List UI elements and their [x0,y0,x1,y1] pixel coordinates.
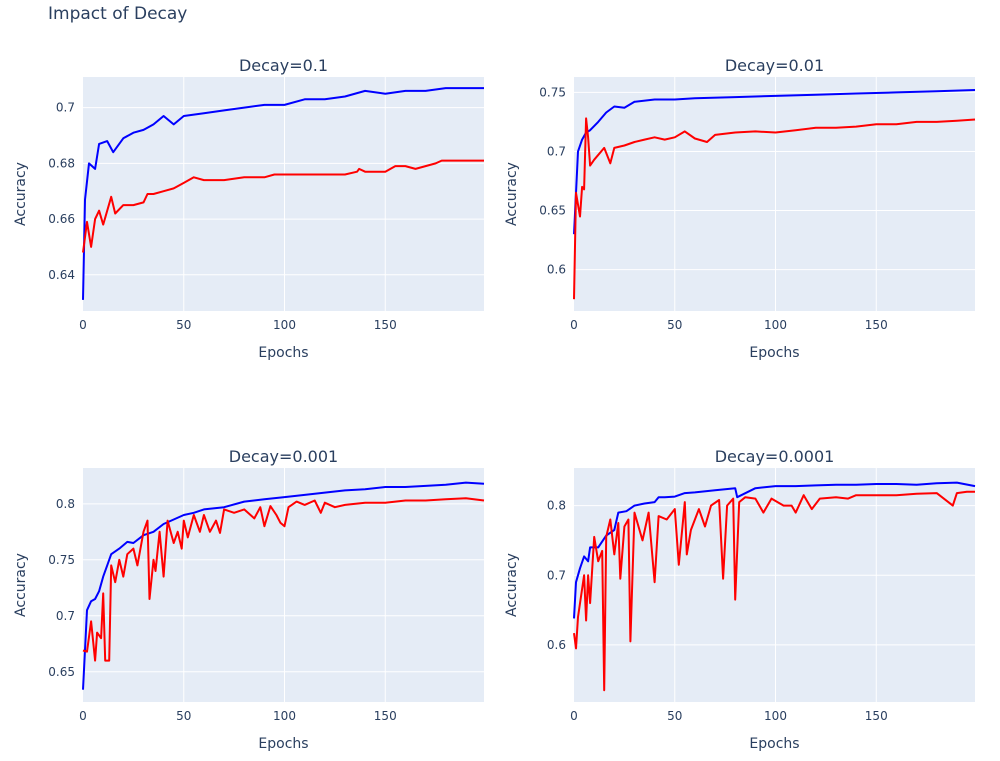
x-tick-label: 0 [79,709,87,723]
series-line-2 [82,497,485,662]
series-line-2 [82,159,484,253]
plot-background [574,468,975,702]
x-tick-label: 0 [570,709,578,723]
y-tick-label: 0.8 [547,499,566,513]
subplot-title: Decay=0.001 [229,447,338,466]
y-tick-label: 0.6 [547,263,566,277]
y-axis-label: Accuracy [504,162,520,226]
figure-title: Impact of Decay [48,4,188,24]
subplot-2: 0 50 100 150 0.6 0.65 0.7 0.75 Decay=0.01 Epochs A… [504,56,976,361]
x-tick-label: 100 [764,709,787,723]
plot-background [83,468,484,702]
x-tick-label: 100 [273,709,296,723]
x-axis-label: Epochs [749,345,799,361]
x-axis-label: Epochs [749,736,799,752]
y-tick-label: 0.7 [547,144,566,158]
y-tick-label: 0.75 [539,85,566,99]
y-axis-label: Accuracy [504,553,520,617]
y-axis-label: Accuracy [13,162,29,226]
subplot-3: 0 50 100 150 0.65 0.7 0.75 0.8 Decay=0.001 Epochs… [13,447,485,752]
subplot-title: Decay=0.01 [725,56,824,75]
x-axis-label: Epochs [258,345,308,361]
subplot-title: Decay=0.0001 [715,447,835,466]
x-tick-label: 50 [176,709,191,723]
x-tick-label: 50 [667,318,682,332]
subplot-4: 0 50 100 150 0.6 0.7 0.8 Decay=0.0001 Epochs Accu… [504,447,976,752]
x-tick-label: 150 [865,709,888,723]
x-tick-label: 150 [865,318,888,332]
x-tick-label: 150 [374,709,397,723]
y-tick-label: 0.68 [48,156,75,170]
y-tick-label: 0.6 [547,638,566,652]
series-line-1 [82,87,484,300]
y-tick-label: 0.65 [48,665,75,679]
x-tick-label: 50 [176,318,191,332]
x-axis-label: Epochs [258,736,308,752]
x-tick-label: 100 [273,318,296,332]
y-tick-label: 0.8 [56,497,75,511]
y-tick-label: 0.75 [48,553,75,567]
y-tick-label: 0.7 [56,609,75,623]
x-tick-label: 150 [374,318,397,332]
series-line-1 [82,481,485,690]
plot-background [83,77,484,311]
x-tick-label: 50 [667,709,682,723]
x-tick-label: 100 [764,318,787,332]
x-tick-label: 0 [570,318,578,332]
x-tick-label: 0 [79,318,87,332]
subplot-1: 0 50 100 150 0.64 0.66 0.68 0.7 Decay=0.1 Epochs A… [13,56,484,361]
subplot-title: Decay=0.1 [239,56,328,75]
y-tick-label: 0.7 [547,568,566,582]
y-tick-label: 0.66 [48,212,75,226]
plot-background [574,77,975,311]
y-tick-label: 0.65 [539,204,566,218]
y-axis-label: Accuracy [13,553,29,617]
y-tick-label: 0.7 [56,101,75,115]
series-line-2 [573,117,976,300]
y-tick-label: 0.64 [48,268,75,282]
series-line-2 [573,490,975,692]
